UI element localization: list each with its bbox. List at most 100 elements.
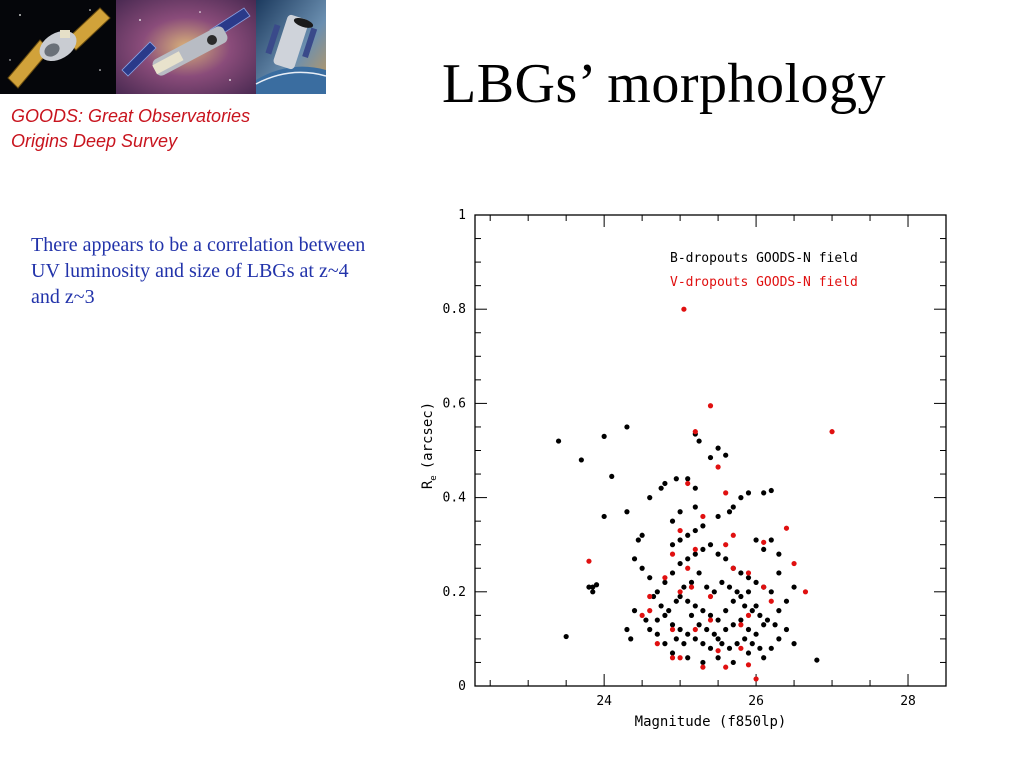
b-dropout-point bbox=[677, 509, 683, 515]
b-dropout-point bbox=[677, 593, 683, 600]
b-dropout-point bbox=[753, 631, 759, 637]
b-dropout-point bbox=[783, 598, 790, 604]
b-dropout-point bbox=[590, 584, 596, 590]
b-dropout-point bbox=[715, 655, 721, 661]
b-dropout-point bbox=[677, 537, 683, 543]
b-dropout-point bbox=[726, 584, 733, 590]
v-dropout-point bbox=[677, 527, 683, 534]
b-dropout-point bbox=[696, 570, 702, 576]
v-dropout-point bbox=[745, 570, 752, 576]
v-dropout-point bbox=[802, 589, 809, 595]
spitzer-satellite-image bbox=[116, 0, 256, 94]
v-dropout-point bbox=[707, 403, 714, 409]
y-tick-label: 0.8 bbox=[443, 302, 466, 317]
b-dropout-point bbox=[654, 589, 660, 595]
v-dropout-point bbox=[768, 598, 774, 604]
b-dropout-point bbox=[696, 438, 702, 444]
y-axis-label-main: R bbox=[420, 480, 436, 489]
axis-ticks bbox=[475, 214, 947, 687]
goods-caption-line1: GOODS: Great Observatories bbox=[11, 106, 251, 126]
b-dropout-point bbox=[791, 584, 797, 590]
legend-entry-v-dropouts: V-dropouts GOODS-N field bbox=[670, 275, 858, 290]
v-dropout-point bbox=[662, 575, 668, 581]
scatter-plot-svg: 24 26 28 0 0.2 0.4 0.6 0.8 1 B-dropouts GOODS-N … bbox=[420, 208, 947, 730]
b-dropout-point bbox=[776, 608, 782, 614]
b-dropout-point bbox=[658, 603, 664, 609]
v-dropout-point bbox=[647, 608, 653, 614]
b-dropout-point bbox=[650, 593, 657, 600]
b-dropout-point bbox=[707, 612, 714, 618]
data-points bbox=[555, 306, 835, 682]
b-dropout-point bbox=[753, 537, 759, 543]
b-dropout-point bbox=[704, 626, 710, 633]
b-dropout-point bbox=[719, 579, 725, 585]
v-dropout-point bbox=[723, 664, 729, 670]
y-axis-label-sub: e bbox=[429, 475, 439, 480]
v-dropout-point bbox=[692, 546, 698, 553]
v-dropout-point bbox=[761, 584, 767, 590]
b-dropout-point bbox=[666, 608, 672, 614]
b-dropout-point bbox=[738, 593, 744, 600]
b-dropout-point bbox=[707, 454, 714, 461]
b-dropout-point bbox=[745, 589, 752, 595]
y-tick-label: 0.4 bbox=[443, 491, 467, 506]
b-dropout-point bbox=[590, 589, 596, 595]
b-dropout-point bbox=[707, 645, 714, 651]
v-dropout-point bbox=[681, 306, 687, 312]
b-dropout-point bbox=[555, 438, 562, 444]
x-tick-label: 26 bbox=[748, 694, 764, 709]
v-dropout-point bbox=[669, 655, 676, 661]
b-dropout-point bbox=[734, 641, 740, 647]
b-dropout-point bbox=[776, 551, 782, 557]
b-dropout-point bbox=[578, 457, 584, 463]
b-dropout-point bbox=[639, 532, 645, 538]
y-tick-label: 0 bbox=[458, 679, 466, 694]
v-dropout-point bbox=[730, 565, 736, 571]
b-dropout-point bbox=[662, 612, 668, 618]
b-dropout-point bbox=[711, 589, 717, 595]
v-dropout-point bbox=[677, 655, 683, 661]
b-dropout-point bbox=[700, 523, 706, 529]
b-dropout-point bbox=[715, 617, 721, 623]
y-tick-label: 0.2 bbox=[443, 585, 466, 600]
b-dropout-point bbox=[730, 504, 736, 510]
b-dropout-point bbox=[715, 551, 721, 557]
b-dropout-point bbox=[601, 513, 607, 520]
b-dropout-point bbox=[647, 626, 653, 633]
v-dropout-point bbox=[688, 584, 695, 590]
b-dropout-point bbox=[609, 473, 615, 480]
b-dropout-point bbox=[639, 565, 645, 571]
y-tick-label: 1 bbox=[458, 208, 466, 223]
b-dropout-point bbox=[761, 490, 767, 496]
b-dropout-point bbox=[647, 495, 653, 501]
b-dropout-point bbox=[730, 598, 736, 604]
b-dropout-point bbox=[745, 650, 752, 656]
b-dropout-point bbox=[685, 631, 691, 637]
axis-tick-labels: 24 26 28 0 0.2 0.4 0.6 0.8 1 bbox=[443, 208, 916, 709]
b-dropout-point bbox=[715, 636, 721, 642]
b-dropout-point bbox=[742, 636, 748, 642]
b-dropout-point bbox=[643, 617, 649, 623]
b-dropout-point bbox=[692, 551, 698, 557]
b-dropout-point bbox=[586, 584, 592, 590]
b-dropout-point bbox=[658, 485, 664, 491]
b-dropout-point bbox=[692, 527, 698, 534]
v-dropout-point bbox=[700, 513, 706, 520]
b-dropout-point bbox=[696, 622, 702, 628]
v-dropout-point bbox=[745, 612, 752, 618]
b-dropout-point bbox=[757, 612, 763, 618]
x-axis-label: Magnitude (f850lp) bbox=[635, 714, 787, 730]
b-dropout-point bbox=[662, 579, 668, 585]
page-title: LBGs’ morphology bbox=[442, 53, 887, 115]
v-dropout-point bbox=[791, 560, 797, 567]
b-dropout-point bbox=[745, 490, 752, 496]
b-dropout-point bbox=[723, 556, 729, 562]
b-dropout-point bbox=[711, 631, 717, 637]
v-dropout-point bbox=[761, 539, 767, 545]
b-dropout-point bbox=[738, 495, 744, 501]
b-dropout-point bbox=[734, 589, 740, 595]
y-tick-label: 0.6 bbox=[443, 396, 466, 411]
b-dropout-point bbox=[635, 537, 641, 543]
b-dropout-point bbox=[563, 633, 569, 640]
b-dropout-point bbox=[662, 641, 668, 647]
